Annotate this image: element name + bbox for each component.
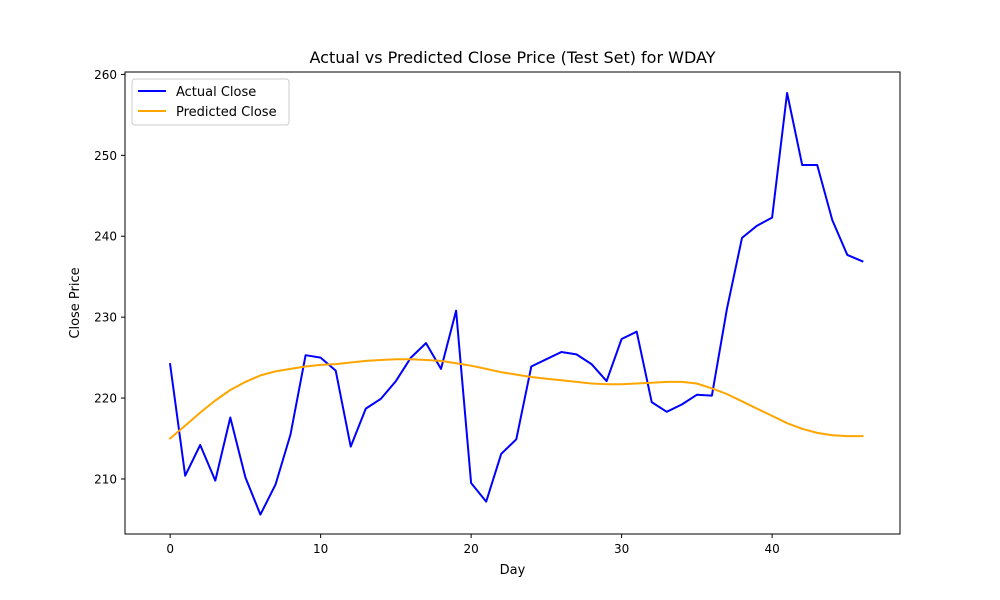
- legend-box: [131, 78, 290, 126]
- x-tick-label: 10: [313, 542, 328, 556]
- x-tick-label: 40: [764, 542, 779, 556]
- x-axis-label: Day: [500, 563, 526, 578]
- y-tick-label: 210: [94, 472, 117, 486]
- legend-label-predicted: Predicted Close: [176, 105, 277, 120]
- y-tick-label: 240: [94, 230, 117, 244]
- x-tick-label: 20: [463, 542, 478, 556]
- y-axis-label: Close Price: [68, 267, 83, 338]
- series-line-actual-close: [168, 92, 864, 516]
- y-tick-label: 250: [94, 149, 117, 163]
- legend-label-actual: Actual Close: [176, 85, 256, 100]
- plot-area: [168, 92, 864, 516]
- x-tick-label: 0: [166, 542, 174, 556]
- y-tick-label: 260: [94, 68, 117, 82]
- y-tick-label: 230: [94, 311, 117, 325]
- plot-frame: [124, 71, 901, 535]
- x-axis: 0 10 20 30 40: [166, 534, 780, 556]
- legend: Actual Close Predicted Close: [131, 78, 290, 126]
- series-line-predicted-close: [168, 358, 864, 440]
- chart-title: Actual vs Predicted Close Price (Test Se…: [310, 48, 716, 67]
- y-axis: 210 220 230 240 250 260: [94, 68, 125, 486]
- y-tick-label: 220: [94, 392, 117, 406]
- x-tick-label: 30: [614, 542, 629, 556]
